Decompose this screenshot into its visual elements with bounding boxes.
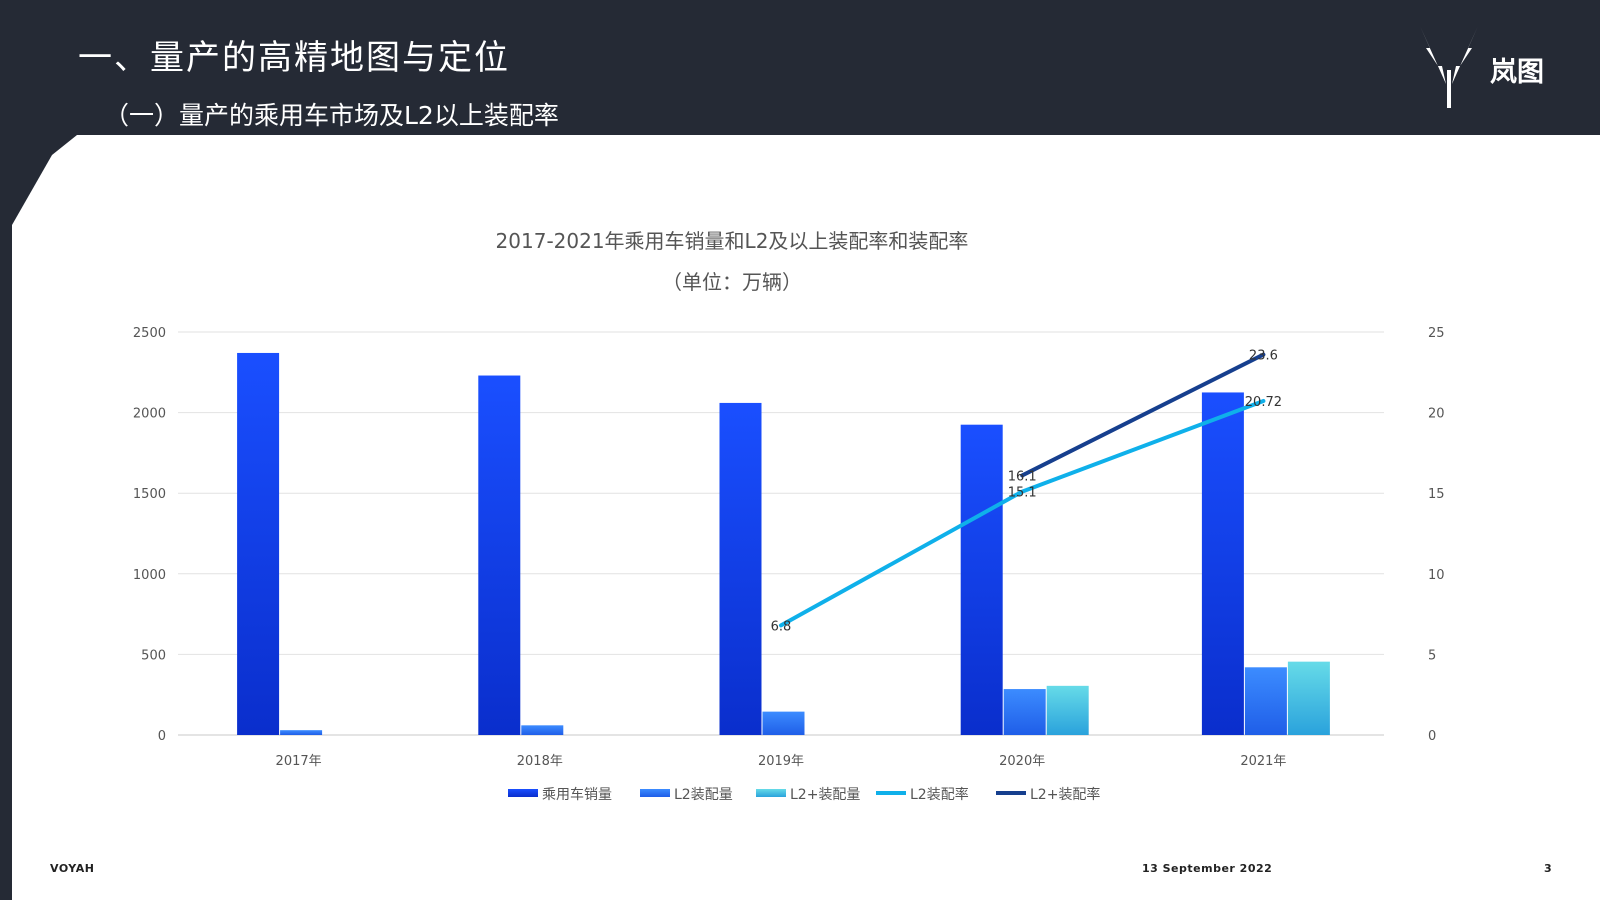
slide-title: 一、量产的高精地图与定位 xyxy=(78,38,510,78)
legend: 乘用车销量 L2装配量 L2+装配量 L2装配率 L2+装配率 xyxy=(508,786,1100,803)
legend-swatch xyxy=(640,789,670,797)
bar-1 xyxy=(1201,392,1244,735)
y-left-tick-label: 1000 xyxy=(133,568,166,583)
bar-2 xyxy=(521,725,564,735)
y-right-tick-label: 10 xyxy=(1428,568,1445,583)
bar-2 xyxy=(1003,689,1046,735)
bar-2 xyxy=(762,711,805,735)
y-left-tick-label: 2000 xyxy=(133,407,166,422)
line-data-label: 16.1 xyxy=(1008,469,1037,484)
axes: 0 500 1000 1500 2000 2500 0 5 10 15 20 25 2017年 2018年… xyxy=(133,326,1445,769)
line-data-label: 15.1 xyxy=(1008,486,1037,501)
slide-subtitle: （一）量产的乘用车市场及L2以上装配率 xyxy=(104,101,559,130)
bar-1 xyxy=(960,424,1003,735)
legend-label: 乘用车销量 xyxy=(542,786,612,803)
line-data-label: 20.72 xyxy=(1245,395,1282,410)
x-tick-label: 2018年 xyxy=(517,754,563,769)
y-right-tick-label: 25 xyxy=(1428,326,1445,341)
y-right-tick-label: 5 xyxy=(1428,648,1436,663)
bars xyxy=(237,352,1330,735)
slide-header: 一、量产的高精地图与定位 （一）量产的乘用车市场及L2以上装配率 岚图 xyxy=(0,0,1600,135)
line-series-1 xyxy=(779,398,1266,628)
legend-label: L2+装配率 xyxy=(1030,786,1100,803)
legend-label: L2+装配量 xyxy=(790,787,860,803)
legend-label: L2装配率 xyxy=(910,786,969,803)
y-left-tick-label: 2500 xyxy=(133,326,166,341)
chart-title: 2017-2021年乘用车销量和L2及以上装配率和装配率 xyxy=(496,229,969,253)
x-tick-label: 2021年 xyxy=(1240,754,1286,769)
footer-brand: VOYAH xyxy=(50,862,95,875)
y-right-tick-label: 20 xyxy=(1428,407,1445,422)
line-data-label: 23.6 xyxy=(1249,349,1278,364)
y-left-tick-label: 1500 xyxy=(133,487,166,502)
y-left-tick-label: 500 xyxy=(141,648,166,663)
lines: 6.8 15.1 20.72 16.1 23.6 xyxy=(771,349,1282,635)
legend-swatch xyxy=(508,789,538,797)
y-right-tick-label: 15 xyxy=(1428,487,1445,502)
bar-3 xyxy=(1046,685,1089,735)
chart-subtitle: （单位：万辆） xyxy=(662,270,802,294)
x-tick-label: 2019年 xyxy=(758,754,804,769)
bar-3 xyxy=(1287,661,1330,735)
line-data-label: 6.8 xyxy=(771,619,792,634)
bar-1 xyxy=(478,375,521,735)
y-left-tick-label: 0 xyxy=(158,729,166,744)
bar-2 xyxy=(280,730,323,735)
page-number: 3 xyxy=(1544,862,1552,875)
y-right-tick-label: 0 xyxy=(1428,729,1436,744)
bar-1 xyxy=(237,352,280,735)
voyah-logo-icon xyxy=(1420,26,1478,108)
x-tick-label: 2017年 xyxy=(276,754,322,769)
legend-swatch xyxy=(756,789,786,797)
bar-2 xyxy=(1244,667,1287,735)
line-series-2 xyxy=(1020,352,1266,478)
footer-date: 13 September 2022 xyxy=(1142,862,1273,875)
bar-1 xyxy=(719,402,762,735)
legend-label: L2装配量 xyxy=(674,787,733,803)
brand-text: 岚图 xyxy=(1490,57,1544,88)
x-tick-label: 2020年 xyxy=(999,754,1045,769)
